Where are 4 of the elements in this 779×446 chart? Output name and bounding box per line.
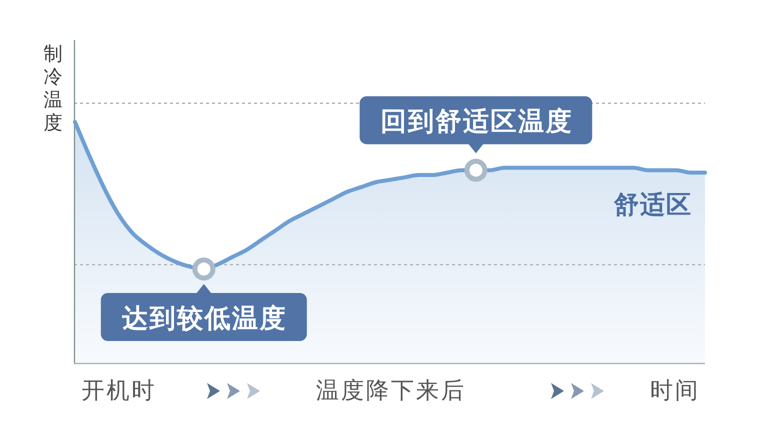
ylabel: 制冷温度 [44, 43, 62, 134]
annotation: 达到较低温度 [121, 304, 288, 334]
annotation: 回到舒适区温度 [380, 107, 573, 138]
xlabel: 时间 [650, 378, 700, 404]
